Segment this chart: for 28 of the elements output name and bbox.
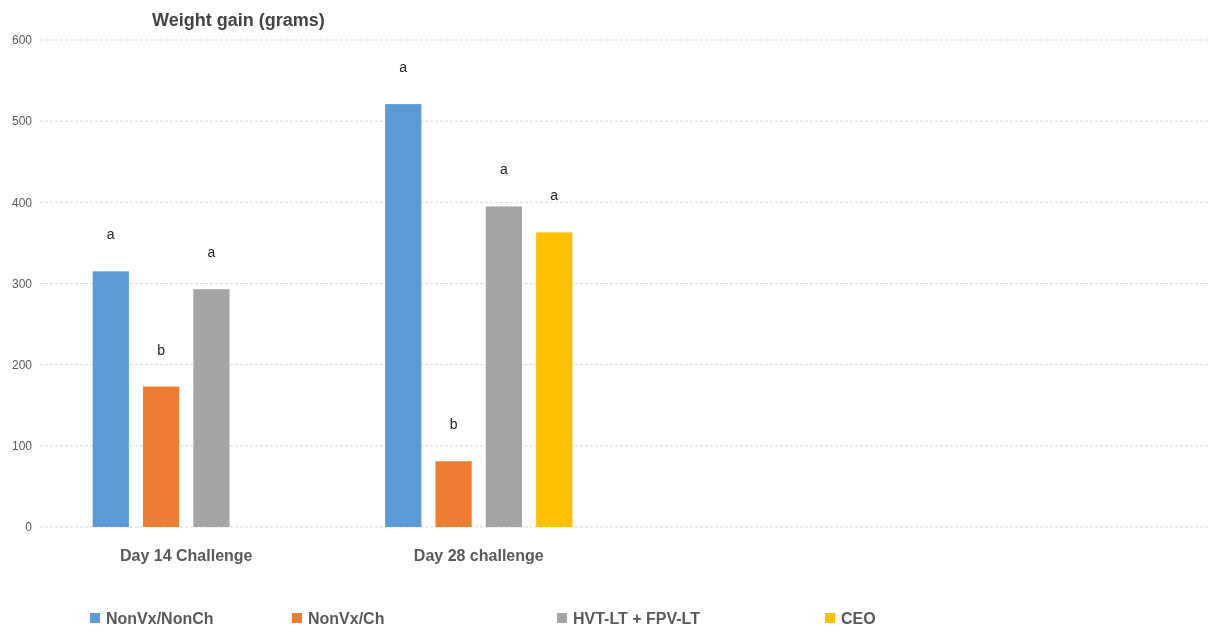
legend-label: HVT-LT + FPV-LT xyxy=(573,609,701,627)
y-tick-label: 400 xyxy=(11,195,33,210)
data-label: b xyxy=(157,341,166,358)
data-label: b xyxy=(449,416,458,433)
data-label: a xyxy=(207,244,216,261)
bar xyxy=(385,104,422,527)
bar xyxy=(193,289,230,527)
y-tick-label: 0 xyxy=(25,520,33,535)
x-tick-label: Day 28 challenge xyxy=(413,547,544,564)
bar xyxy=(142,386,180,527)
bar xyxy=(435,461,472,527)
legend-label: CEO xyxy=(841,609,876,627)
bar xyxy=(485,206,523,527)
y-tick-label: 200 xyxy=(11,357,33,372)
y-tick-label: 600 xyxy=(11,33,33,48)
y-tick-label: 100 xyxy=(11,439,33,454)
bar xyxy=(92,271,129,527)
x-tick-label: Day 14 Challenge xyxy=(120,547,253,564)
y-tick-label: 500 xyxy=(11,114,33,129)
y-tick-label: 300 xyxy=(11,276,33,291)
chart-title: Weight gain (grams) xyxy=(152,10,325,30)
data-label: a xyxy=(106,226,115,243)
data-label: a xyxy=(500,161,509,178)
legend-label: NonVx/Ch xyxy=(308,609,385,627)
legend-label: NonVx/NonCh xyxy=(106,609,214,627)
data-label: a xyxy=(550,187,559,204)
bar xyxy=(536,232,573,527)
data-label: a xyxy=(399,59,408,76)
